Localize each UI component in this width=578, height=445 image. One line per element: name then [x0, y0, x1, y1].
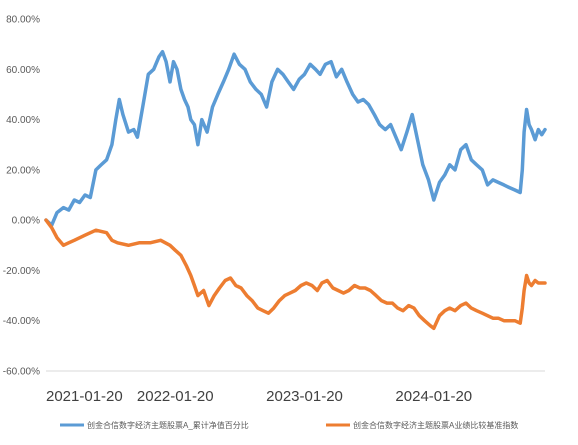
x-tick-label: 2023-01-20 — [266, 388, 343, 405]
y-tick-label: -20.00% — [3, 266, 40, 277]
y-tick-label: 80.00% — [6, 15, 40, 26]
x-tick-label: 2021-01-20 — [46, 388, 123, 405]
series-line-1 — [44, 49, 547, 227]
series-line-2 — [44, 218, 547, 331]
x-tick-label: 2022-01-20 — [137, 388, 214, 405]
y-tick-label: 20.00% — [6, 165, 40, 176]
y-tick-label: 40.00% — [6, 115, 40, 126]
series-layer — [44, 49, 547, 331]
y-tick-label: -60.00% — [3, 367, 40, 378]
legend-label-series-1: 创金合信数字经济主题股票A_累计净值百分比 — [87, 420, 249, 430]
legend-label-series-2: 创金合信数字经济主题股票A业绩比较基准指数 — [353, 420, 518, 430]
y-tick-label: -40.00% — [3, 316, 40, 327]
y-tick-label: 60.00% — [6, 65, 40, 76]
legend: 创金合信数字经济主题股票A_累计净值百分比 创金合信数字经济主题股票A业绩比较基… — [60, 420, 518, 430]
x-tick-label: 2024-01-20 — [395, 388, 472, 405]
x-axis: 2021-01-20 2022-01-20 2023-01-20 2024-01-20 — [46, 370, 545, 405]
y-axis: 80.00% 60.00% 40.00% 20.00% 0.00% -20.00% -40.… — [3, 15, 40, 378]
y-tick-label: 0.00% — [12, 216, 40, 227]
